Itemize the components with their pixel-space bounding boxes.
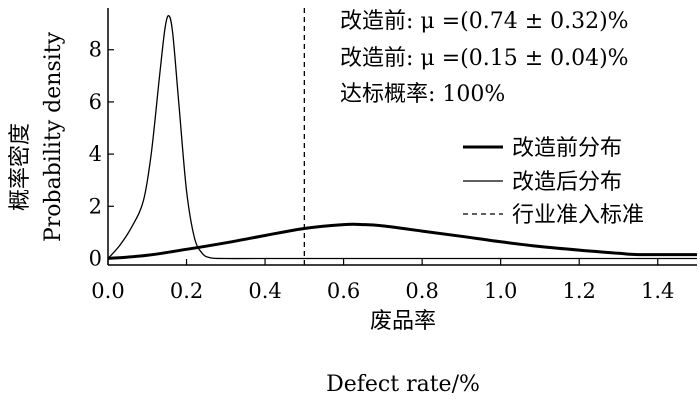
y-tick-label: 6 (89, 90, 102, 114)
series-before-line (107, 222, 698, 260)
annotation-after: 改造前: μ =(0.15 ± 0.04)% (340, 46, 629, 71)
y-axis-label-cn: 概率密度 (8, 123, 33, 211)
x-tick-label: 0.2 (170, 279, 203, 303)
y-axis-label-en: Probability density (41, 31, 66, 242)
annotation-before: 改造前: μ =(0.74 ± 0.32)% (340, 9, 629, 34)
y-tick-label: 8 (89, 38, 102, 62)
x-tick-label: 0.6 (327, 279, 360, 303)
x-axis-label-cn: 废品率 (370, 309, 436, 334)
legend-label-after: 改造后分布 (512, 170, 622, 195)
annotation-probability: 达标概率: 100% (340, 82, 505, 107)
y-tick-label: 4 (89, 142, 102, 166)
x-axis-label-en: Defect rate/% (326, 372, 480, 397)
legend: 改造前分布 改造后分布 行业准入标准 (463, 136, 644, 228)
x-tick-label: 1.4 (641, 279, 674, 303)
legend-label-reference: 行业准入标准 (512, 203, 644, 228)
legend-label-before: 改造前分布 (512, 136, 622, 161)
y-tick-label: 2 (89, 194, 102, 218)
x-tick-label: 1.2 (562, 279, 595, 303)
y-tick-label: 0 (89, 246, 102, 270)
x-tick-label: 0.8 (405, 279, 438, 303)
x-tick-label: 0.4 (248, 279, 281, 303)
x-tick-label: 0.0 (91, 279, 124, 303)
series-after-line (107, 15, 697, 260)
x-tick-label: 1.0 (484, 279, 517, 303)
